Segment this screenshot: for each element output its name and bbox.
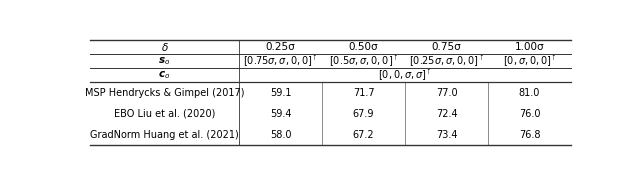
Text: 58.0: 58.0 [270, 130, 291, 140]
Text: $\boldsymbol{c}_o$: $\boldsymbol{c}_o$ [158, 69, 171, 81]
Text: $[0,\sigma,0,0]^\intercal$: $[0,\sigma,0,0]^\intercal$ [503, 54, 556, 69]
Text: 0.25σ: 0.25σ [266, 42, 296, 52]
Text: $[0,0,\sigma,\sigma]^\intercal$: $[0,0,\sigma,\sigma]^\intercal$ [378, 68, 432, 83]
Text: $\delta$: $\delta$ [161, 41, 168, 53]
Text: $\boldsymbol{s}_o$: $\boldsymbol{s}_o$ [158, 55, 171, 67]
Text: 0.50σ: 0.50σ [349, 42, 378, 52]
Text: 76.0: 76.0 [519, 109, 540, 119]
Text: 81.0: 81.0 [519, 88, 540, 98]
Text: $[0.25\sigma,\sigma,0,0]^\intercal$: $[0.25\sigma,\sigma,0,0]^\intercal$ [409, 54, 484, 69]
Text: 77.0: 77.0 [436, 88, 458, 98]
Text: GradNorm Huang et al. (2021): GradNorm Huang et al. (2021) [90, 130, 239, 140]
Text: $[0.75\sigma,\sigma,0,0]^\intercal$: $[0.75\sigma,\sigma,0,0]^\intercal$ [243, 54, 318, 69]
Text: EBO Liu et al. (2020): EBO Liu et al. (2020) [114, 109, 215, 119]
Text: 1.00σ: 1.00σ [515, 42, 545, 52]
Text: 59.4: 59.4 [270, 109, 291, 119]
Text: 73.4: 73.4 [436, 130, 458, 140]
Text: 0.75σ: 0.75σ [431, 42, 461, 52]
Text: 59.1: 59.1 [270, 88, 291, 98]
Text: 71.7: 71.7 [353, 88, 374, 98]
Text: 72.4: 72.4 [436, 109, 458, 119]
Text: MSP Hendrycks & Gimpel (2017): MSP Hendrycks & Gimpel (2017) [84, 88, 244, 98]
Text: 67.9: 67.9 [353, 109, 374, 119]
Text: $[0.5\sigma,\sigma,0,0]^\intercal$: $[0.5\sigma,\sigma,0,0]^\intercal$ [329, 54, 398, 69]
Text: 67.2: 67.2 [353, 130, 374, 140]
Text: 76.8: 76.8 [519, 130, 540, 140]
